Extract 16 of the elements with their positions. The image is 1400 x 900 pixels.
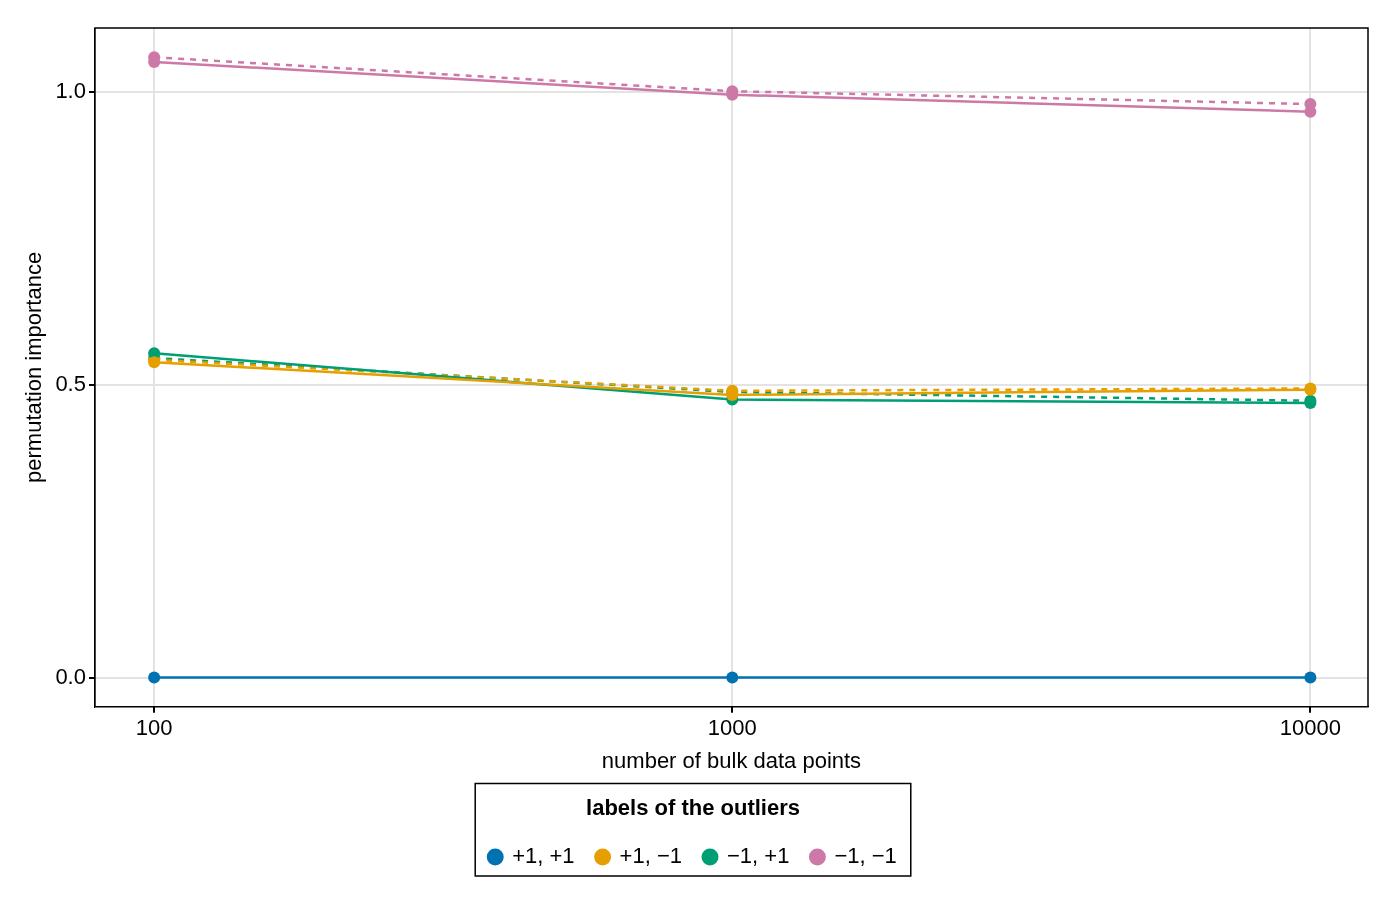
legend-label: +1, +1	[512, 843, 575, 869]
legend-label: −1, +1	[727, 843, 790, 869]
point	[148, 671, 161, 684]
y-tick-label: 0.5	[55, 371, 86, 397]
point	[726, 671, 739, 684]
point	[1304, 671, 1317, 684]
x-tick-label: 1000	[707, 715, 757, 741]
legend-label: −1, −1	[834, 843, 897, 869]
y-axis-title: permutation importance	[21, 251, 47, 483]
x-axis-title: number of bulk data points	[601, 748, 862, 774]
x-tick-label: 10000	[1279, 715, 1341, 741]
y-tick-label: 1.0	[55, 78, 86, 104]
legend-title: labels of the outliers	[586, 794, 800, 820]
y-tick-label: 0.0	[55, 663, 86, 689]
legend-label: +1, −1	[619, 843, 682, 869]
x-tick-label: 100	[135, 715, 173, 741]
